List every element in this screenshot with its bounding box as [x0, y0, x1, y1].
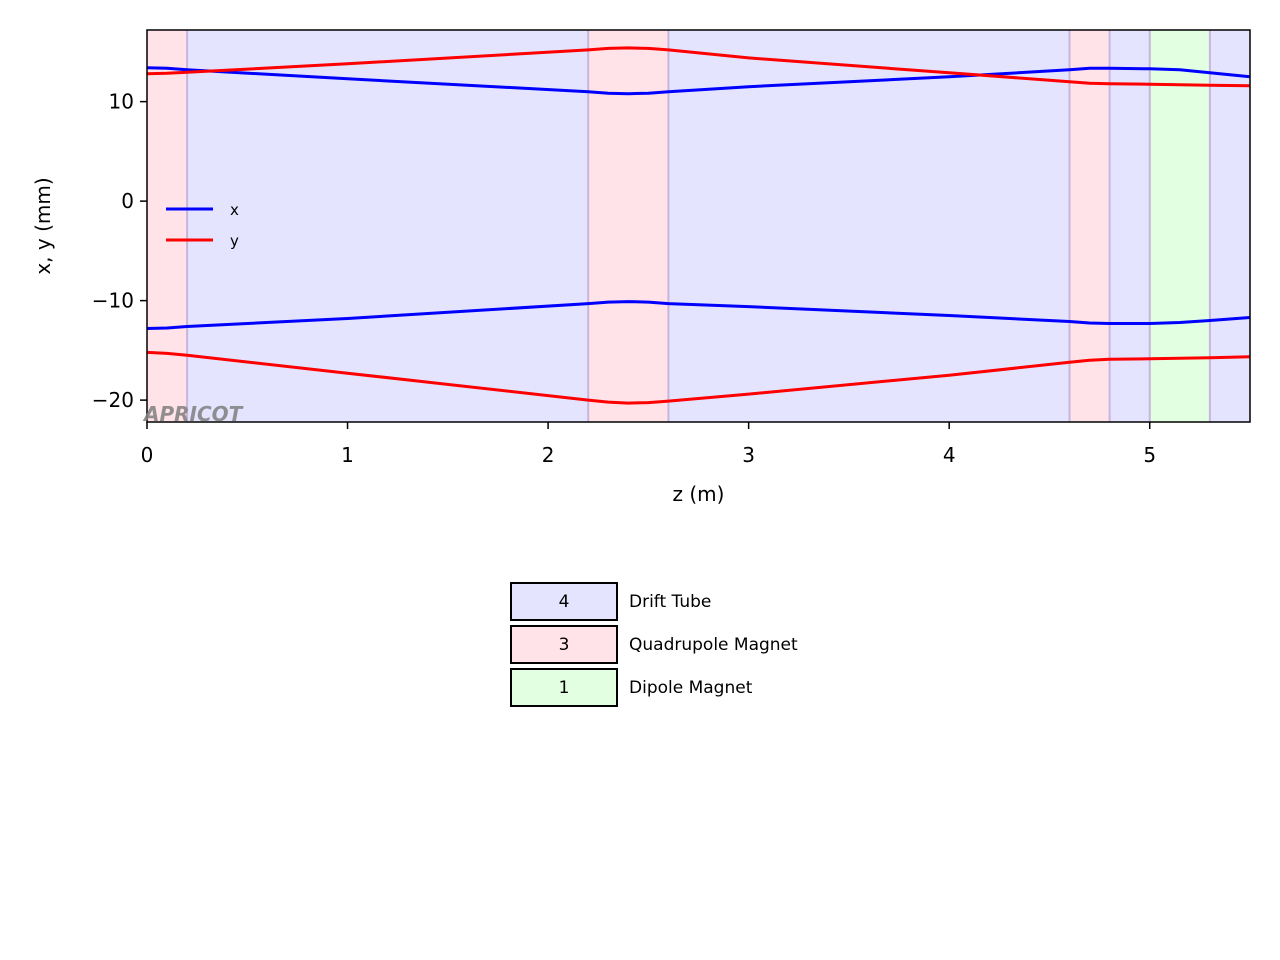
watermark: APRICOT	[142, 402, 244, 426]
y-axis-label: x, y (mm)	[31, 177, 55, 274]
element-row-quadrupole: 3 Quadrupole Magnet	[510, 623, 798, 666]
band-drift-tube-0	[147, 30, 1250, 422]
drift-tube-count-box: 4	[510, 582, 618, 621]
dipole-count-box: 1	[510, 668, 618, 707]
element-row-drift: 4 Drift Tube	[510, 580, 798, 623]
x-tick-label-3: 3	[742, 443, 755, 467]
dipole-label: Dipole Magnet	[629, 677, 753, 698]
series-x-lower-envelope	[146, 300, 1251, 330]
y-tick-label-2: 0	[121, 189, 134, 213]
chart-legend: xy	[166, 201, 239, 250]
band-quadrupole-magnet-1	[147, 30, 188, 422]
drift-tube-label: Drift Tube	[629, 591, 712, 612]
x-axis-label: z (m)	[673, 482, 725, 506]
x-tick-label-5: 5	[1143, 443, 1156, 467]
series-y-upper-envelope	[146, 46, 1251, 88]
quadrupole-count-box: 3	[510, 625, 618, 664]
x-tick-label-4: 4	[943, 443, 956, 467]
x-tick-label-0: 0	[141, 443, 154, 467]
band-quadrupole-magnet-2	[588, 30, 669, 422]
y-tick-label-3: 10	[109, 90, 134, 114]
plot-frame	[146, 29, 1251, 423]
axis-ticks: 0 1 2 3 4 5 −20 −10 0 10	[92, 90, 1156, 467]
beamline-element-bands	[147, 30, 1250, 422]
quadrupole-label: Quadrupole Magnet	[629, 634, 798, 655]
legend-label-x: x	[230, 201, 239, 219]
series-x-upper-envelope	[146, 66, 1251, 96]
x-tick-label-2: 2	[542, 443, 555, 467]
series-y-lower-envelope	[146, 350, 1251, 405]
element-summary-table: 4 Drift Tube 3 Quadrupole Magnet 1 Dipol…	[510, 580, 798, 709]
band-quadrupole-magnet-3	[1069, 30, 1110, 422]
envelope-curves	[146, 46, 1251, 405]
band-dipole-magnet-4	[1149, 30, 1210, 422]
legend-label-y: y	[230, 232, 239, 250]
element-row-dipole: 1 Dipole Magnet	[510, 666, 798, 709]
y-tick-label-1: −10	[92, 289, 134, 313]
y-tick-label-0: −20	[92, 388, 134, 412]
x-tick-label-1: 1	[341, 443, 354, 467]
